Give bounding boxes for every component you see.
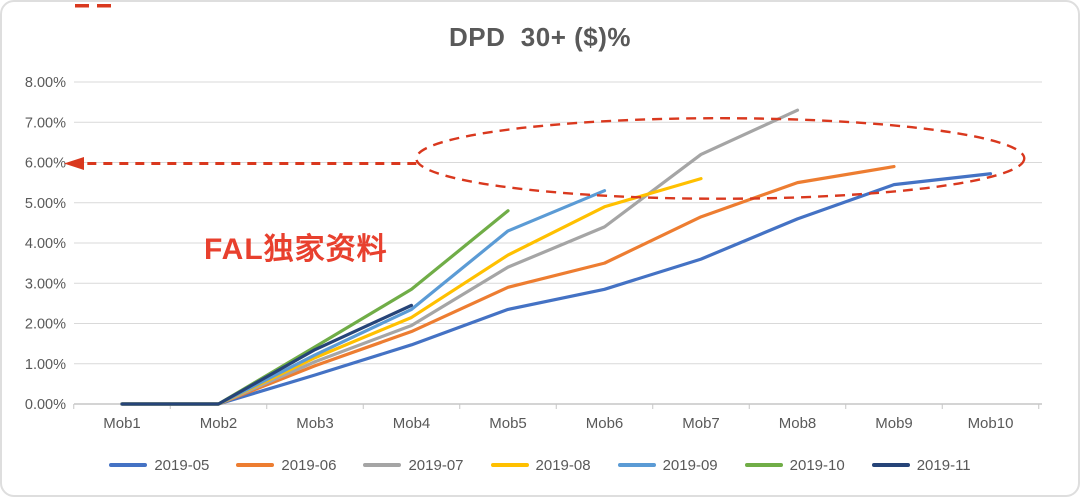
y-axis-tick-label: 6.00% [25,156,66,172]
y-axis-tick-label: 8.00% [25,75,66,91]
y-axis-tick-label: 5.00% [25,196,66,212]
x-axis-tick-label: Mob4 [393,415,431,432]
arrowhead-left-icon [64,157,84,170]
y-axis-tick-label: 3.00% [25,276,66,292]
legend-swatch-icon [109,463,148,467]
x-axis-tick-label: Mob7 [682,415,720,432]
y-axis-tick-label: 4.00% [25,236,66,252]
legend-swatch-icon [744,463,783,467]
legend-item-2019-07: 2019-07 [363,456,464,474]
x-axis-tick-label: Mob3 [296,415,334,432]
x-axis-tick-label: Mob2 [200,415,238,432]
top-corner-dash [75,4,89,8]
legend-item-2019-05: 2019-05 [109,457,209,474]
legend-label: 2019-07 [408,456,464,474]
legend-label: 2019-09 [662,456,718,474]
legend-item-2019-08: 2019-08 [490,456,591,474]
legend-label: 2019-11 [916,456,971,474]
series-line-2019-09 [120,189,607,406]
top-corner-dash [97,4,111,8]
legend-swatch-icon [871,463,910,467]
series-line-2019-05 [120,172,993,406]
legend-swatch-icon [617,463,656,467]
y-axis-tick-label: 7.00% [25,115,66,131]
y-axis-tick-label: 1.00% [25,357,66,373]
legend-swatch-icon [490,463,529,467]
x-axis-tick-label: Mob8 [779,415,817,432]
legend-item-2019-11: 2019-11 [871,456,971,474]
highlight-ellipse-annotation [415,117,1026,200]
chart-legend: 2019-05 2019-06 2019-07 2019-08 2019-09 2019-… [2,451,1078,479]
series-line-2019-06 [120,164,896,406]
legend-item-2019-06: 2019-06 [236,457,336,474]
watermark-text: FAL独家资料 [204,233,388,266]
x-axis-tick-label: Mob9 [875,415,913,432]
legend-label: 2019-08 [535,456,591,474]
legend-label: 2019-05 [154,456,210,474]
legend-item-2019-10: 2019-10 [744,456,845,474]
y-axis-tick-label: 2.00% [25,317,66,333]
legend-swatch-icon [363,463,402,467]
x-axis-tick-label: Mob10 [968,415,1014,432]
legend-swatch-icon [236,463,275,467]
series-line-2019-08 [120,177,703,406]
series-line-2019-11 [120,303,414,406]
legend-label: 2019-06 [281,456,337,474]
legend-label: 2019-10 [789,456,845,474]
x-axis-tick-label: Mob1 [103,415,141,432]
chart-title: DPD 30+ ($)% [448,22,632,52]
legend-item-2019-09: 2019-09 [617,456,718,474]
y-axis-tick-label: 0.00% [25,397,66,413]
x-axis-tick-label: Mob5 [489,415,527,432]
x-axis-tick-label: Mob6 [586,415,624,432]
